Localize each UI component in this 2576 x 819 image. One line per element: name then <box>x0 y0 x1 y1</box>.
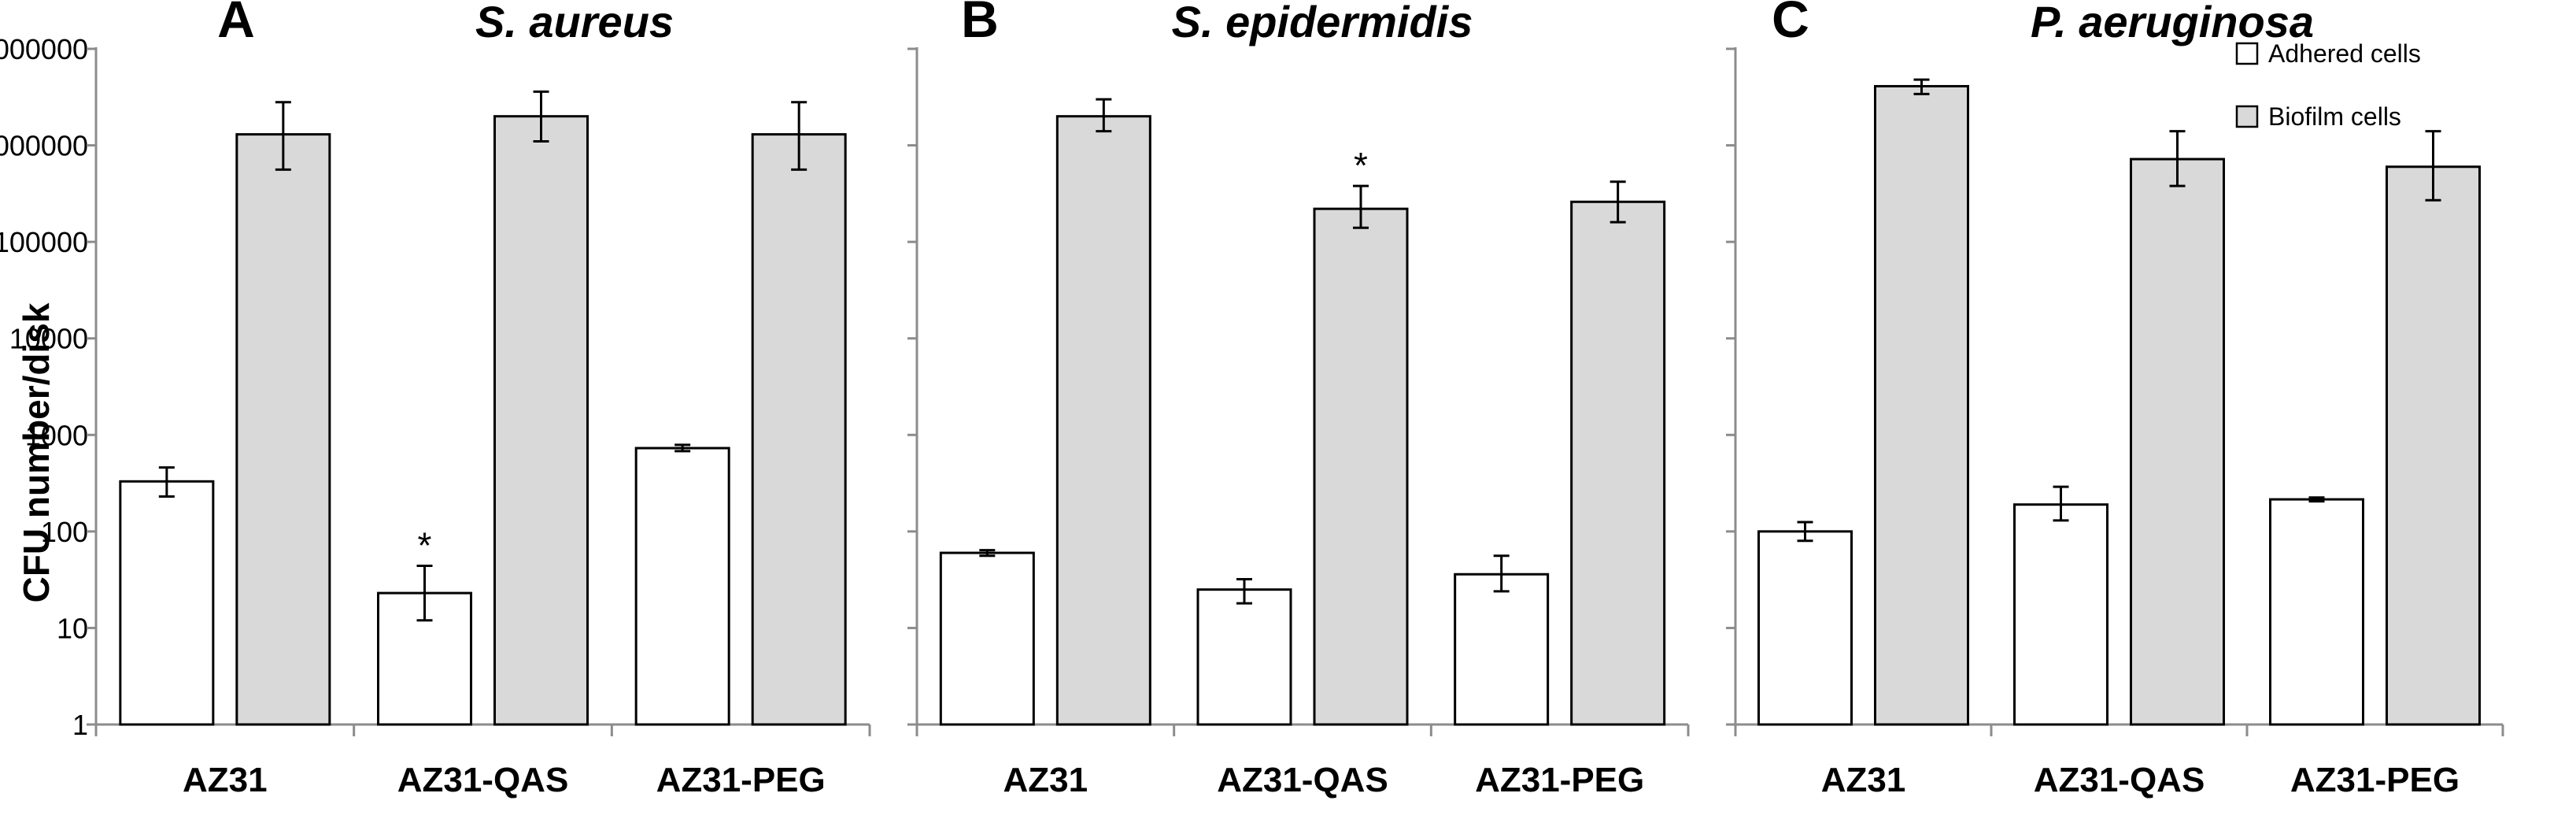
legend-swatch-adhered <box>2235 42 2259 65</box>
bar-adhered-cells <box>2269 498 2364 726</box>
bar-biofilm-cells <box>1313 207 1409 726</box>
bar-biofilm-cells <box>1055 115 1151 726</box>
legend: Adhered cells Biofilm cells <box>2235 39 2421 131</box>
bar-biofilm-cells <box>493 115 589 726</box>
bar-adhered-cells <box>1454 573 1550 726</box>
y-tick-label: 1000 <box>25 419 88 451</box>
y-tick-label: 10 <box>57 612 88 644</box>
legend-label-adhered: Adhered cells <box>2268 39 2421 68</box>
bar-adhered-cells <box>119 480 215 726</box>
legend-label-biofilm: Biofilm cells <box>2268 102 2401 131</box>
bar-biofilm-cells <box>1874 84 1969 726</box>
x-category-label: AZ31-PEG <box>2290 761 2460 799</box>
bar-adhered-cells <box>2013 503 2108 726</box>
bar-adhered-cells <box>1757 530 1853 726</box>
bar-biofilm-cells <box>235 133 331 726</box>
x-category-label: AZ31-PEG <box>1475 761 1644 799</box>
bar-adhered-cells <box>1196 588 1292 726</box>
x-category-label: AZ31-QAS <box>397 761 569 799</box>
x-category-label: AZ31 <box>1821 761 1906 799</box>
y-axis-title: CFU number/disk <box>16 302 57 602</box>
significance-asterisk: * <box>1354 145 1368 186</box>
panel-letter: C <box>1772 0 1809 48</box>
x-category-label: AZ31 <box>1003 761 1088 799</box>
panel-organism-title: S. epidermidis <box>1172 0 1473 46</box>
y-tick-label: 1 <box>72 709 88 741</box>
panel-letter: B <box>961 0 999 48</box>
panel-letter: A <box>217 0 255 48</box>
x-category-label: AZ31-QAS <box>2034 761 2205 799</box>
x-category-label: AZ31 <box>183 761 268 799</box>
bar-biofilm-cells <box>1570 200 1666 726</box>
bar-biofilm-cells <box>2386 165 2481 726</box>
panel-organism-title: P. aeruginosa <box>2031 0 2314 46</box>
significance-asterisk: * <box>418 525 432 566</box>
legend-swatch-biofilm <box>2235 105 2259 128</box>
y-tick-label: 10000 <box>9 323 88 355</box>
bar-adhered-cells <box>634 447 730 726</box>
y-tick-label: 100000 <box>0 226 88 258</box>
x-category-label: AZ31-QAS <box>1217 761 1388 799</box>
y-tick-label: 100 <box>41 516 88 548</box>
bar-biofilm-cells <box>751 133 847 726</box>
bar-adhered-cells <box>939 551 1035 726</box>
panel-organism-title: S. aureus <box>475 0 674 46</box>
bar-biofilm-cells <box>2130 158 2225 726</box>
x-category-label: AZ31-PEG <box>656 761 826 799</box>
